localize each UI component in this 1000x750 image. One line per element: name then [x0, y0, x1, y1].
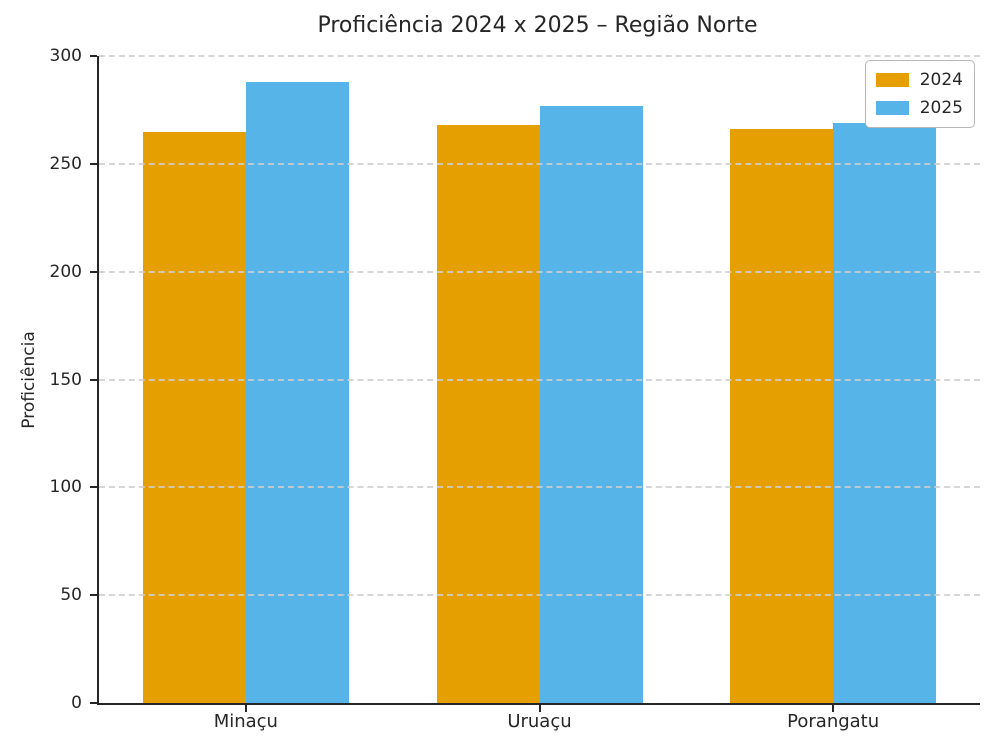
- y-tick-label-50: 50: [60, 585, 82, 606]
- legend-label-2024: 2024: [919, 70, 963, 90]
- chart-title: Proficiência 2024 x 2025 – Região Norte: [317, 13, 758, 38]
- y-tick-mark-150: [90, 378, 97, 381]
- bar-porangatu-2024: [730, 129, 834, 703]
- y-tick-mark-100: [90, 486, 97, 489]
- x-tick-label-uruacu: Uruaçu: [507, 711, 572, 732]
- y-tick-mark-200: [90, 270, 97, 273]
- legend-swatch-2025: [875, 101, 909, 115]
- gridline-300: [99, 55, 980, 57]
- bar-minacu-2024: [142, 131, 246, 703]
- x-tick-mark-minacu: [244, 705, 247, 712]
- y-tick-label-300: 300: [49, 46, 82, 66]
- legend-label-2025: 2025: [919, 98, 963, 118]
- bar-minacu-2025: [245, 81, 349, 703]
- legend-swatch-2024: [875, 73, 909, 87]
- x-tick-label-porangatu: Porangatu: [787, 711, 880, 732]
- x-tick-mark-uruacu: [538, 705, 541, 712]
- y-tick-label-250: 250: [49, 153, 82, 174]
- bar-uruacu-2025: [539, 105, 643, 703]
- y-tick-label-0: 0: [71, 693, 82, 713]
- y-tick-mark-300: [90, 55, 97, 57]
- legend-item-2024: 2024: [875, 70, 963, 90]
- y-tick-label-150: 150: [49, 369, 82, 390]
- legend-item-2025: 2025: [875, 98, 963, 118]
- y-tick-mark-0: [90, 702, 97, 704]
- bar-porangatu-2025: [833, 122, 937, 703]
- x-tick-mark-porangatu: [832, 705, 835, 712]
- x-tick-label-minacu: Minaçu: [213, 711, 278, 732]
- y-tick-mark-250: [90, 162, 97, 165]
- y-tick-label-200: 200: [49, 261, 82, 282]
- legend: 2024 2025: [864, 60, 975, 128]
- bar-uruacu-2024: [436, 125, 540, 703]
- y-tick-label-100: 100: [49, 477, 82, 498]
- plot-area: 2024 2025 Minaçu Uruaçu Porangatu 0 50 100 150 2…: [50, 46, 980, 732]
- y-tick-mark-50: [90, 594, 97, 597]
